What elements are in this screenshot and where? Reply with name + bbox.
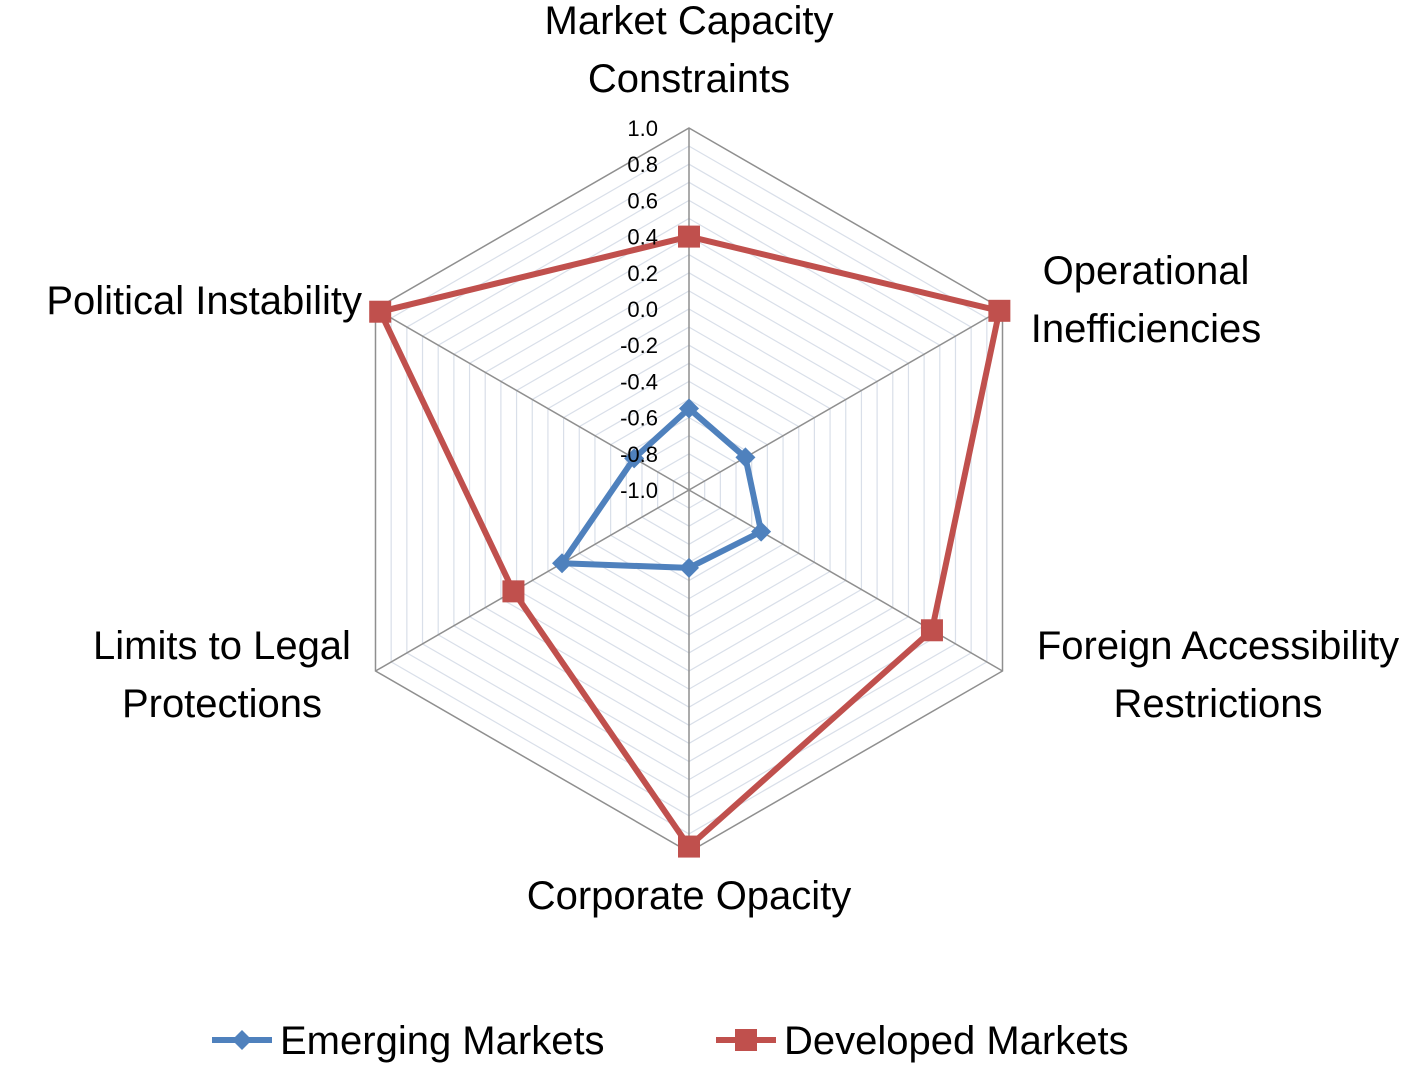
tick-label: -0.8 xyxy=(620,442,658,467)
category-label-line: Foreign Accessibility xyxy=(1037,624,1399,668)
category-label: Limits to Legal Protections xyxy=(93,624,351,726)
category-label: Corporate Opacity xyxy=(527,874,852,918)
developed-markets-point xyxy=(988,299,1011,322)
emerging-markets-point xyxy=(679,398,699,419)
category-label: Operational Inefficiencies xyxy=(1031,249,1262,351)
developed-markets-point xyxy=(502,580,525,603)
category-label-line: Constraints xyxy=(588,57,790,101)
tick-label: 0.0 xyxy=(627,297,658,322)
tick-label: 0.2 xyxy=(627,261,658,286)
tick-label: 0.6 xyxy=(627,188,658,213)
legend: Emerging Markets Developed Markets xyxy=(212,1019,1129,1063)
legend-marker-developed-markets xyxy=(735,1029,757,1051)
developed-markets-point xyxy=(920,619,943,642)
developed-markets-point xyxy=(678,835,700,858)
tick-label-layer: 1.0 0.8 0.6 0.4 0.2 0.0 -0.2 -0.4 -0.6 -0.8 -1.0 xyxy=(620,116,658,503)
emerging-markets-point xyxy=(624,448,645,469)
category-label: Market Capacity Constraints xyxy=(545,0,834,101)
tick-label: -0.6 xyxy=(620,406,658,431)
emerging-markets-point xyxy=(552,553,573,574)
spoke-line xyxy=(688,489,1003,672)
emerging-markets-line xyxy=(559,405,765,571)
emerging-markets-point xyxy=(751,521,772,542)
category-label-line: Inefficiencies xyxy=(1031,307,1262,351)
category-label-line: Market Capacity xyxy=(545,0,834,43)
tick-label: 1.0 xyxy=(627,116,658,141)
legend-label-emerging-markets: Emerging Markets xyxy=(280,1019,605,1063)
tick-label: -0.2 xyxy=(620,333,658,358)
emerging-markets-point xyxy=(735,447,756,468)
tick-label: -0.4 xyxy=(620,369,658,394)
tick-label: -1.0 xyxy=(620,478,658,503)
legend-marker-emerging-markets xyxy=(232,1030,252,1050)
category-label-line: Operational xyxy=(1043,249,1250,293)
developed-markets-point xyxy=(678,225,700,248)
spoke-line xyxy=(375,489,690,672)
emerging-markets-point xyxy=(679,557,699,578)
category-label-line: Political Instability xyxy=(46,279,362,323)
category-label-line: Protections xyxy=(122,682,322,726)
tick-label: 0.8 xyxy=(627,152,658,177)
category-label: Political Instability xyxy=(46,279,362,323)
category-label-layer: Market Capacity Constraints Operational Ine… xyxy=(46,0,1399,918)
category-label: Foreign Accessibility Restrictions xyxy=(1037,624,1399,726)
developed-markets-point xyxy=(369,300,392,323)
category-label-line: Restrictions xyxy=(1114,682,1323,726)
legend-label-developed-markets: Developed Markets xyxy=(784,1019,1129,1063)
category-label-line: Limits to Legal xyxy=(93,624,351,668)
tick-label: 0.4 xyxy=(627,225,658,250)
series-layer xyxy=(369,225,1011,858)
category-label-line: Corporate Opacity xyxy=(527,874,852,918)
